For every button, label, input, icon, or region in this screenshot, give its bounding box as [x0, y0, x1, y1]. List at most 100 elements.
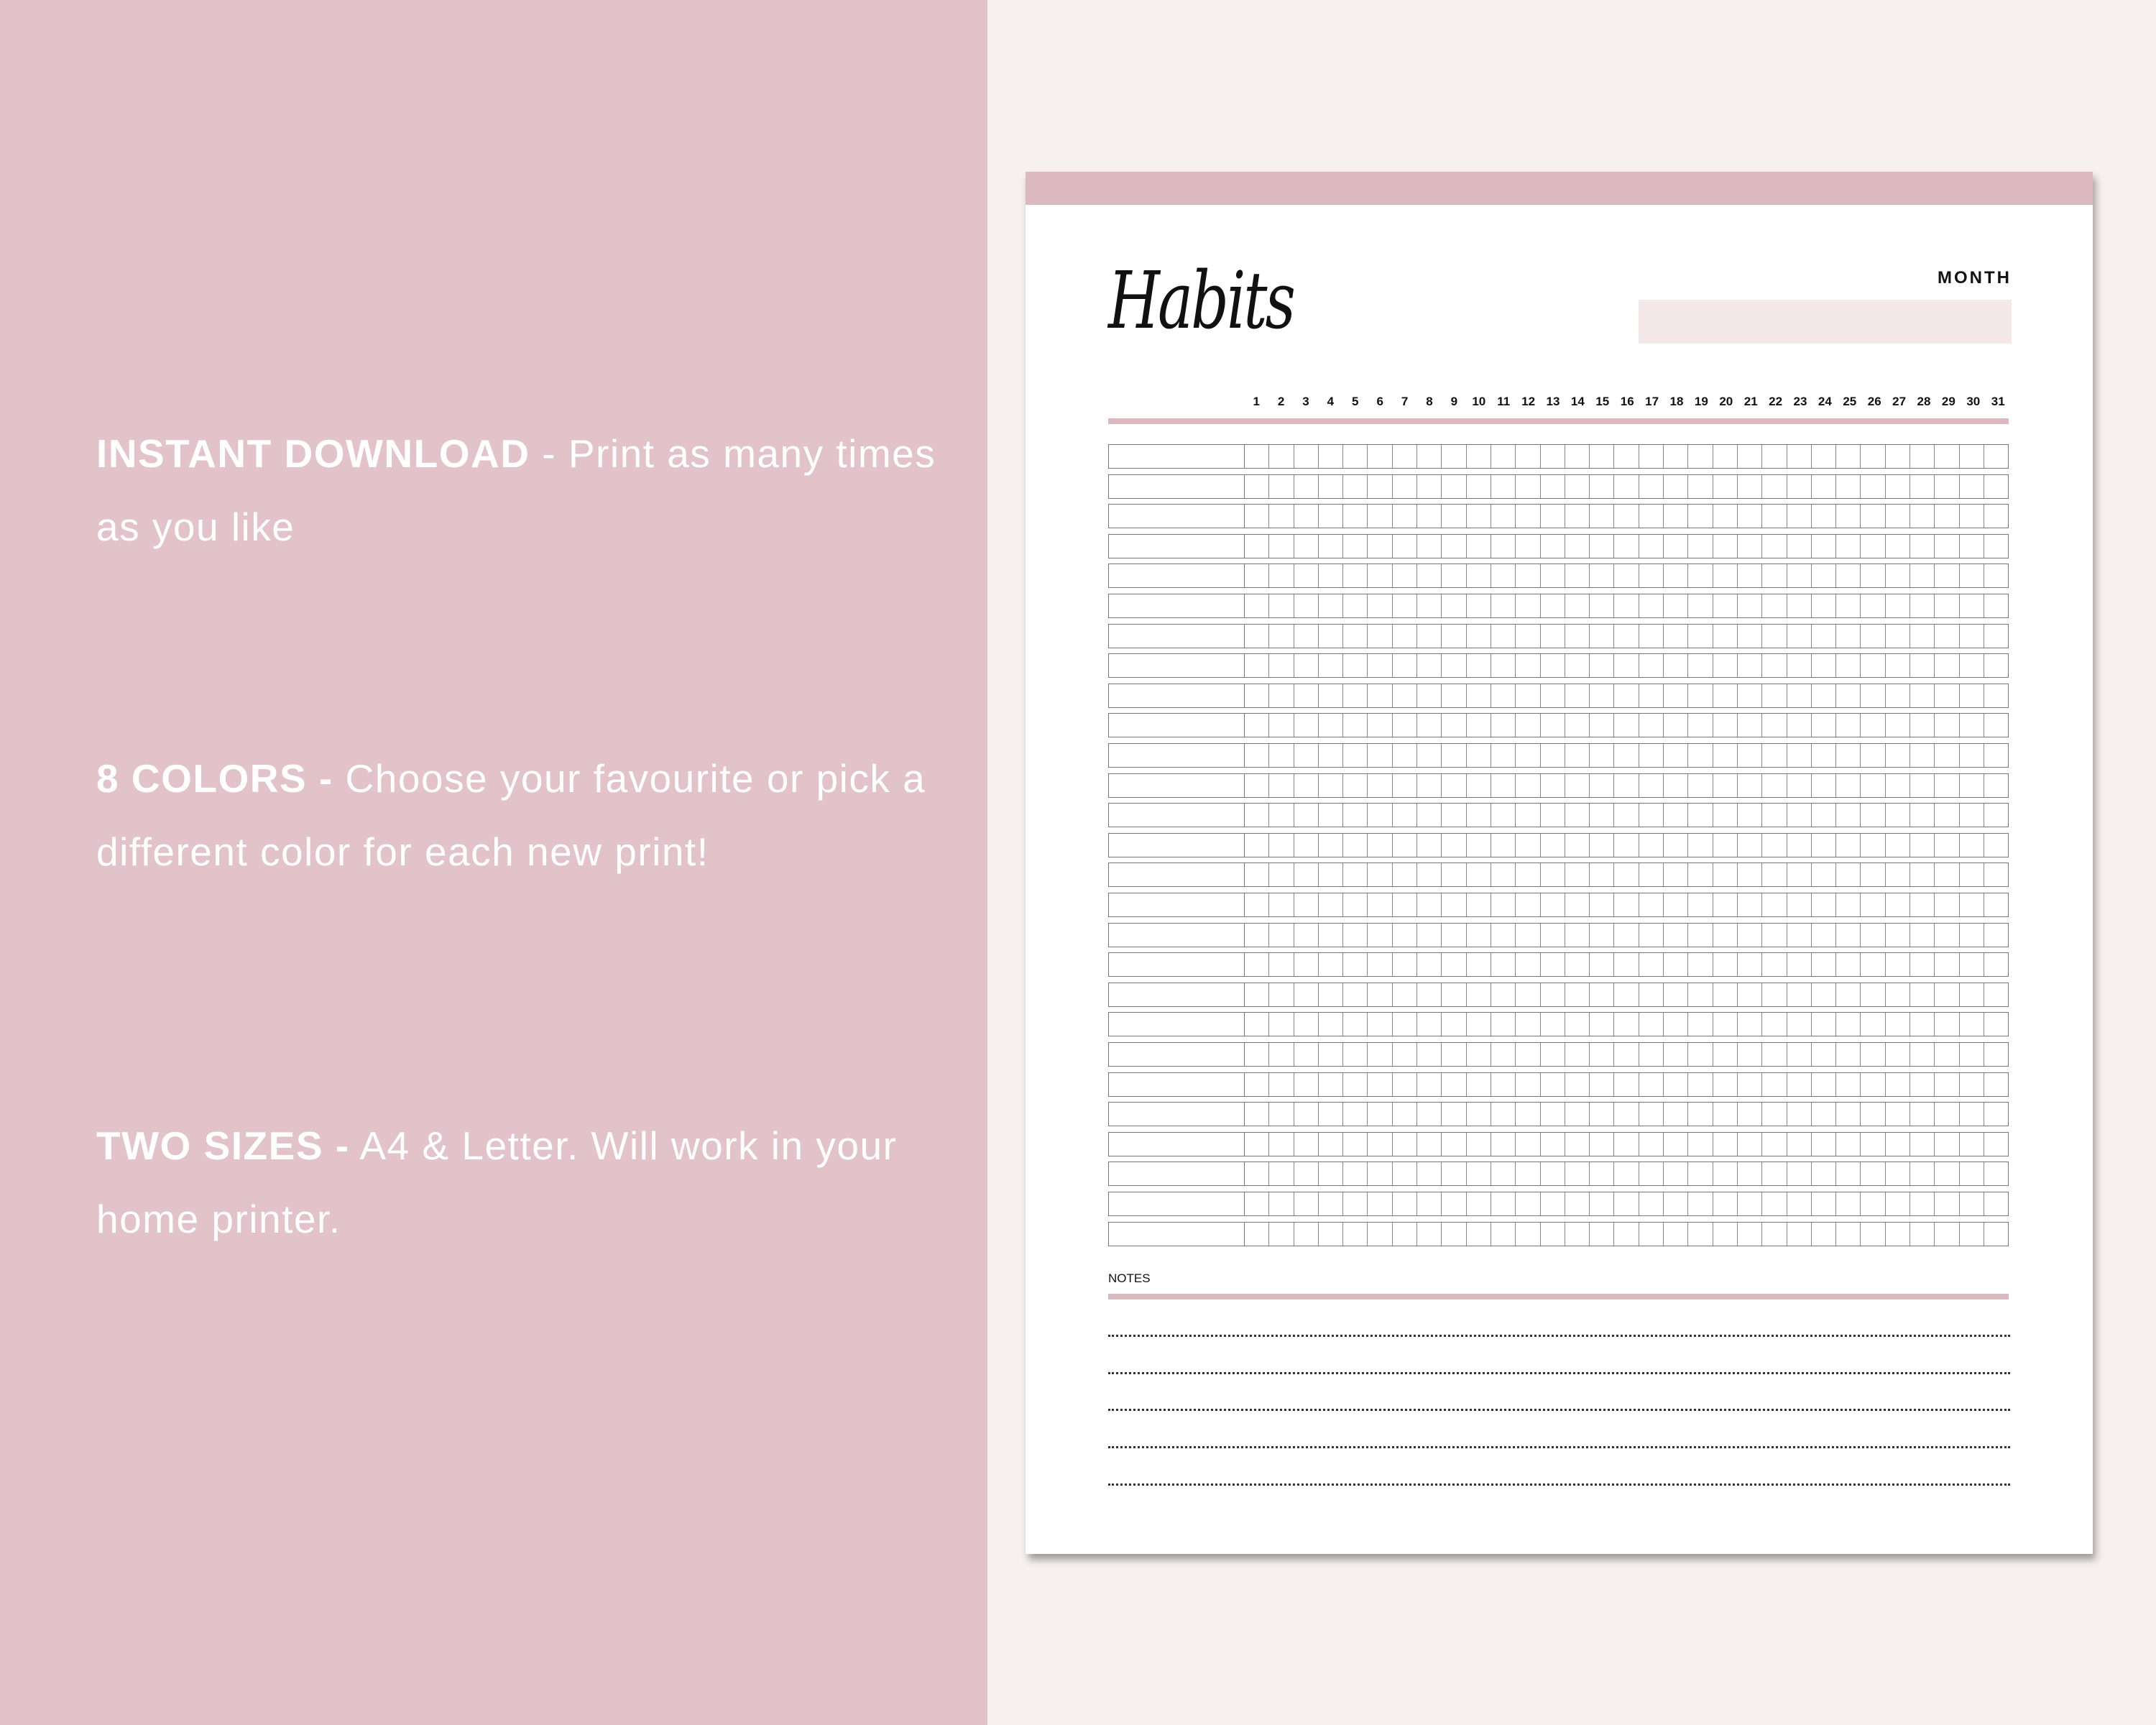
- habit-name-cell[interactable]: [1109, 833, 1245, 857]
- day-checkbox[interactable]: [1590, 923, 1615, 947]
- day-checkbox[interactable]: [1664, 804, 1689, 827]
- day-checkbox[interactable]: [1467, 534, 1491, 558]
- day-checkbox[interactable]: [1393, 1192, 1418, 1215]
- day-checkbox[interactable]: [1590, 594, 1615, 617]
- day-checkbox[interactable]: [1541, 564, 1565, 588]
- habit-name-cell[interactable]: [1109, 534, 1245, 558]
- day-checkbox[interactable]: [1541, 474, 1565, 498]
- day-checkbox[interactable]: [1590, 744, 1615, 767]
- day-checkbox[interactable]: [1688, 1043, 1713, 1066]
- day-checkbox[interactable]: [1935, 1132, 1960, 1156]
- day-checkbox[interactable]: [1910, 564, 1935, 588]
- habit-name-cell[interactable]: [1109, 654, 1245, 678]
- day-checkbox[interactable]: [1639, 804, 1664, 827]
- day-checkbox[interactable]: [1245, 863, 1270, 887]
- day-checkbox[interactable]: [1491, 714, 1516, 737]
- day-checkbox[interactable]: [1935, 923, 1960, 947]
- day-checkbox[interactable]: [1565, 1072, 1590, 1096]
- day-checkbox[interactable]: [1688, 863, 1713, 887]
- day-checkbox[interactable]: [1368, 1072, 1393, 1096]
- day-checkbox[interactable]: [1738, 1132, 1763, 1156]
- day-checkbox[interactable]: [1541, 804, 1565, 827]
- day-checkbox[interactable]: [1269, 893, 1294, 916]
- day-checkbox[interactable]: [1738, 1043, 1763, 1066]
- day-checkbox[interactable]: [1565, 1103, 1590, 1126]
- day-checkbox[interactable]: [1861, 1192, 1886, 1215]
- day-checkbox[interactable]: [1762, 1043, 1787, 1066]
- day-checkbox[interactable]: [1639, 594, 1664, 617]
- day-checkbox[interactable]: [1319, 863, 1344, 887]
- day-checkbox[interactable]: [1960, 684, 1984, 707]
- day-checkbox[interactable]: [1762, 684, 1787, 707]
- day-checkbox[interactable]: [1541, 1072, 1565, 1096]
- day-checkbox[interactable]: [1417, 953, 1442, 977]
- day-checkbox[interactable]: [1491, 534, 1516, 558]
- day-checkbox[interactable]: [1590, 1043, 1615, 1066]
- day-checkbox[interactable]: [1738, 684, 1763, 707]
- day-checkbox[interactable]: [1343, 564, 1368, 588]
- day-checkbox[interactable]: [1787, 445, 1812, 468]
- day-checkbox[interactable]: [1614, 684, 1639, 707]
- day-checkbox[interactable]: [1886, 983, 1911, 1006]
- day-checkbox[interactable]: [1886, 714, 1911, 737]
- day-checkbox[interactable]: [1910, 474, 1935, 498]
- day-checkbox[interactable]: [1491, 684, 1516, 707]
- habit-name-cell[interactable]: [1109, 1192, 1245, 1215]
- day-checkbox[interactable]: [1713, 833, 1738, 857]
- day-checkbox[interactable]: [1836, 714, 1861, 737]
- day-checkbox[interactable]: [1442, 505, 1467, 528]
- day-checkbox[interactable]: [1319, 893, 1344, 916]
- day-checkbox[interactable]: [1836, 983, 1861, 1006]
- day-checkbox[interactable]: [1442, 863, 1467, 887]
- day-checkbox[interactable]: [1294, 804, 1319, 827]
- day-checkbox[interactable]: [1269, 624, 1294, 648]
- day-checkbox[interactable]: [1343, 445, 1368, 468]
- day-checkbox[interactable]: [1886, 744, 1911, 767]
- day-checkbox[interactable]: [1491, 1103, 1516, 1126]
- day-checkbox[interactable]: [1393, 1072, 1418, 1096]
- day-checkbox[interactable]: [1368, 744, 1393, 767]
- day-checkbox[interactable]: [1664, 1132, 1689, 1156]
- day-checkbox[interactable]: [1565, 684, 1590, 707]
- day-checkbox[interactable]: [1269, 1162, 1294, 1186]
- day-checkbox[interactable]: [1294, 445, 1319, 468]
- habit-name-cell[interactable]: [1109, 953, 1245, 977]
- day-checkbox[interactable]: [1343, 1072, 1368, 1096]
- day-checkbox[interactable]: [1442, 714, 1467, 737]
- day-checkbox[interactable]: [1614, 1043, 1639, 1066]
- day-checkbox[interactable]: [1935, 833, 1960, 857]
- day-checkbox[interactable]: [1984, 983, 2008, 1006]
- day-checkbox[interactable]: [1836, 594, 1861, 617]
- day-checkbox[interactable]: [1886, 1043, 1911, 1066]
- day-checkbox[interactable]: [1516, 773, 1541, 797]
- day-checkbox[interactable]: [1886, 1222, 1911, 1246]
- day-checkbox[interactable]: [1467, 684, 1491, 707]
- day-checkbox[interactable]: [1516, 1162, 1541, 1186]
- day-checkbox[interactable]: [1368, 1043, 1393, 1066]
- day-checkbox[interactable]: [1960, 594, 1984, 617]
- day-checkbox[interactable]: [1812, 773, 1837, 797]
- day-checkbox[interactable]: [1762, 594, 1787, 617]
- habit-name-cell[interactable]: [1109, 1043, 1245, 1066]
- day-checkbox[interactable]: [1565, 654, 1590, 678]
- day-checkbox[interactable]: [1442, 445, 1467, 468]
- day-checkbox[interactable]: [1639, 654, 1664, 678]
- day-checkbox[interactable]: [1960, 445, 1984, 468]
- day-checkbox[interactable]: [1565, 893, 1590, 916]
- day-checkbox[interactable]: [1664, 1013, 1689, 1036]
- day-checkbox[interactable]: [1565, 833, 1590, 857]
- day-checkbox[interactable]: [1393, 1103, 1418, 1126]
- day-checkbox[interactable]: [1614, 833, 1639, 857]
- day-checkbox[interactable]: [1910, 594, 1935, 617]
- day-checkbox[interactable]: [1762, 1192, 1787, 1215]
- day-checkbox[interactable]: [1319, 1132, 1344, 1156]
- day-checkbox[interactable]: [1762, 773, 1787, 797]
- day-checkbox[interactable]: [1368, 714, 1393, 737]
- day-checkbox[interactable]: [1688, 804, 1713, 827]
- day-checkbox[interactable]: [1368, 953, 1393, 977]
- day-checkbox[interactable]: [1688, 654, 1713, 678]
- day-checkbox[interactable]: [1245, 684, 1270, 707]
- day-checkbox[interactable]: [1886, 1103, 1911, 1126]
- day-checkbox[interactable]: [1565, 804, 1590, 827]
- day-checkbox[interactable]: [1417, 714, 1442, 737]
